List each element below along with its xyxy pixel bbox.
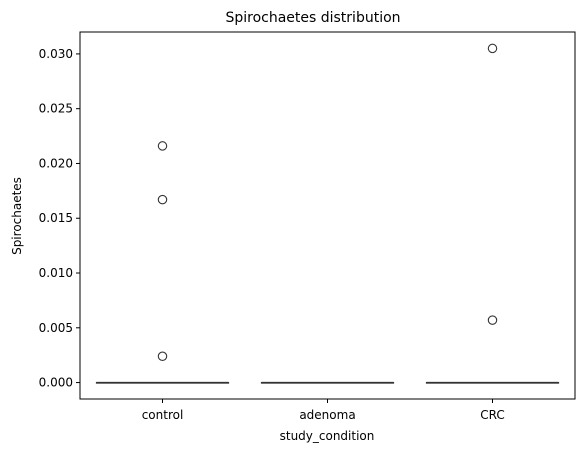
y-tick-label: 0.015 — [39, 211, 73, 225]
y-axis: 0.000 0.005 0.010 0.015 0.020 0.025 0.030 — [39, 47, 80, 390]
y-axis-title: Spirochaetes — [10, 177, 24, 255]
y-tick-label: 0.025 — [39, 102, 73, 116]
outlier-point — [487, 43, 498, 54]
outlier-point — [157, 194, 168, 205]
x-tick-label: control — [142, 408, 184, 422]
x-axis-title: study_condition — [280, 429, 375, 443]
x-tick-label: adenoma — [299, 408, 355, 422]
box-CRC — [425, 43, 560, 384]
y-tick-label: 0.030 — [39, 47, 73, 61]
x-tick-label: CRC — [480, 408, 505, 422]
outlier-point — [487, 315, 498, 325]
outlier-point — [157, 351, 168, 362]
y-tick-label: 0.010 — [39, 266, 73, 280]
y-tick-label: 0.005 — [39, 321, 73, 335]
outlier-point — [157, 141, 168, 151]
plot-area-frame — [79, 31, 576, 400]
chart-title: Spirochaetes distribution — [225, 10, 400, 26]
box-adenoma — [260, 381, 395, 384]
box-series — [95, 43, 560, 384]
y-tick-label: 0.020 — [39, 156, 73, 170]
box-control — [95, 141, 230, 384]
x-axis: control adenoma CRC — [142, 399, 505, 422]
y-tick-label: 0.000 — [39, 376, 73, 390]
